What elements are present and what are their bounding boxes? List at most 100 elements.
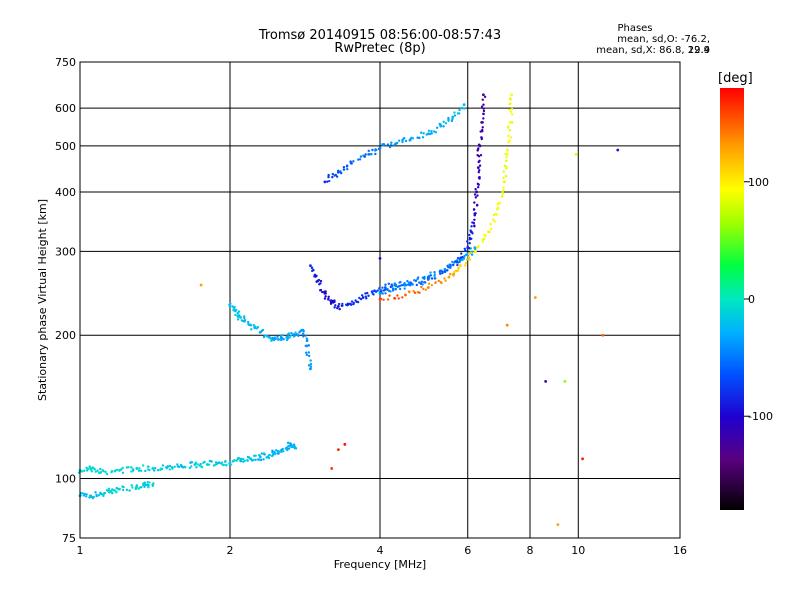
y-tick-label: 750 bbox=[55, 56, 76, 69]
data-point bbox=[407, 283, 410, 286]
data-point bbox=[386, 298, 390, 301]
data-point bbox=[393, 297, 397, 300]
data-point bbox=[509, 136, 513, 139]
data-point bbox=[263, 334, 267, 337]
data-point bbox=[453, 114, 457, 117]
data-point bbox=[449, 263, 452, 266]
data-point bbox=[381, 286, 384, 289]
data-point bbox=[367, 149, 370, 153]
data-point bbox=[404, 284, 408, 287]
data-point bbox=[168, 464, 172, 468]
data-point bbox=[479, 130, 482, 133]
data-point bbox=[352, 301, 355, 305]
data-point bbox=[432, 130, 436, 133]
data-point bbox=[453, 270, 456, 274]
data-point bbox=[446, 269, 449, 272]
data-point bbox=[83, 469, 86, 472]
data-point bbox=[477, 183, 480, 186]
data-point bbox=[498, 201, 502, 205]
data-point bbox=[430, 130, 433, 133]
data-point bbox=[233, 305, 236, 309]
data-point bbox=[153, 467, 157, 470]
data-point bbox=[375, 148, 378, 152]
data-point bbox=[342, 168, 346, 171]
data-point bbox=[395, 142, 398, 145]
grid bbox=[80, 62, 680, 538]
data-point bbox=[310, 266, 314, 270]
data-point bbox=[341, 302, 344, 306]
data-point bbox=[143, 485, 146, 489]
data-point bbox=[424, 288, 428, 292]
data-point bbox=[104, 470, 107, 474]
data-point bbox=[346, 167, 349, 171]
data-point bbox=[489, 223, 492, 226]
data-point bbox=[143, 483, 147, 487]
data-point bbox=[334, 304, 337, 307]
data-point bbox=[442, 125, 445, 128]
data-point bbox=[333, 306, 336, 309]
data-point bbox=[492, 218, 495, 221]
data-point bbox=[224, 463, 228, 467]
colorbar bbox=[720, 88, 744, 510]
data-point bbox=[144, 469, 147, 473]
data-point bbox=[442, 120, 445, 123]
data-point bbox=[168, 468, 171, 471]
data-point bbox=[280, 338, 283, 342]
colorbar-label: [deg] bbox=[718, 71, 753, 86]
data-point bbox=[81, 470, 84, 473]
data-point bbox=[502, 180, 506, 184]
data-point bbox=[258, 454, 261, 457]
data-point bbox=[388, 294, 391, 297]
data-point bbox=[99, 471, 103, 474]
data-point bbox=[474, 212, 477, 215]
data-point bbox=[131, 468, 135, 471]
data-point bbox=[386, 287, 389, 291]
y-axis-label: Stationary phase Virtual Height [km] bbox=[36, 199, 49, 401]
data-point bbox=[96, 469, 99, 472]
data-point bbox=[469, 229, 472, 232]
data-point bbox=[248, 323, 251, 326]
data-point bbox=[476, 166, 480, 170]
data-point bbox=[273, 337, 277, 341]
data-points bbox=[77, 93, 620, 527]
data-point bbox=[195, 466, 198, 469]
y-tick-label: 400 bbox=[55, 186, 76, 199]
data-point bbox=[251, 458, 255, 462]
data-point bbox=[233, 459, 236, 462]
data-point bbox=[276, 450, 280, 453]
data-point bbox=[270, 339, 273, 342]
data-point bbox=[323, 297, 327, 300]
data-point bbox=[422, 287, 425, 291]
data-point bbox=[105, 489, 109, 492]
data-point bbox=[331, 172, 335, 176]
data-point bbox=[418, 136, 421, 140]
data-point bbox=[92, 495, 96, 499]
data-point bbox=[481, 93, 485, 97]
data-point bbox=[338, 307, 341, 311]
data-point bbox=[222, 463, 226, 467]
data-point bbox=[369, 152, 373, 156]
x-tick-label: 8 bbox=[527, 544, 534, 557]
data-point bbox=[241, 457, 245, 461]
data-point bbox=[439, 123, 442, 126]
data-point bbox=[473, 246, 477, 250]
data-point bbox=[276, 452, 280, 455]
data-point bbox=[151, 483, 155, 487]
data-point bbox=[444, 122, 448, 125]
data-point bbox=[337, 302, 341, 306]
data-point bbox=[121, 466, 124, 470]
colorbar-tick-label: 100 bbox=[748, 176, 769, 189]
data-point bbox=[118, 487, 121, 491]
data-point bbox=[383, 143, 386, 147]
data-point bbox=[502, 186, 505, 189]
data-point bbox=[247, 456, 250, 459]
data-point bbox=[315, 274, 318, 278]
colorbar-tick-label: -100 bbox=[748, 410, 773, 423]
data-point bbox=[443, 270, 447, 274]
data-point bbox=[419, 131, 423, 134]
data-point bbox=[477, 143, 481, 146]
data-point bbox=[418, 291, 421, 294]
data-point bbox=[302, 335, 305, 338]
data-point bbox=[483, 237, 486, 241]
data-point bbox=[389, 290, 392, 293]
